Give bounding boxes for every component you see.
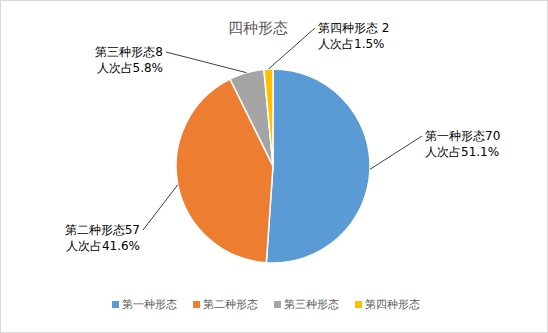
leader-line [166,52,247,73]
leader-line [370,136,422,169]
legend-label: 第三种形态 [284,298,339,311]
legend-swatch [355,301,362,308]
pie [176,69,370,263]
pie-slice [266,69,370,263]
data-label: 第三种形态8人次占5.8% [95,45,163,75]
data-label: 第一种形态70人次占51.1% [425,129,500,159]
leader-line [268,28,315,69]
legend-label: 第一种形态 [122,298,177,311]
leader-line [143,185,178,230]
data-label: 第四种形态 2人次占1.5% [318,21,389,51]
legend-label: 第四种形态 [365,298,420,311]
legend-label: 第二种形态 [203,298,258,311]
chart-border [1,1,548,333]
pie-slice [264,69,273,166]
pie-slice [230,69,273,166]
title: 四种形态 [228,19,288,37]
legend-swatch [193,301,200,308]
legend: 第一种形态 第二种形态 第三种形态 第四种形态 [112,298,420,311]
chart: 四种形态第一种形态70人次占51.1% 第二种形态57人次占41.6% 第三种形态8… [0,0,548,333]
legend-swatch [112,301,119,308]
legend-swatch [274,301,281,308]
data-label: 第二种形态57人次占41.6% [65,223,140,253]
